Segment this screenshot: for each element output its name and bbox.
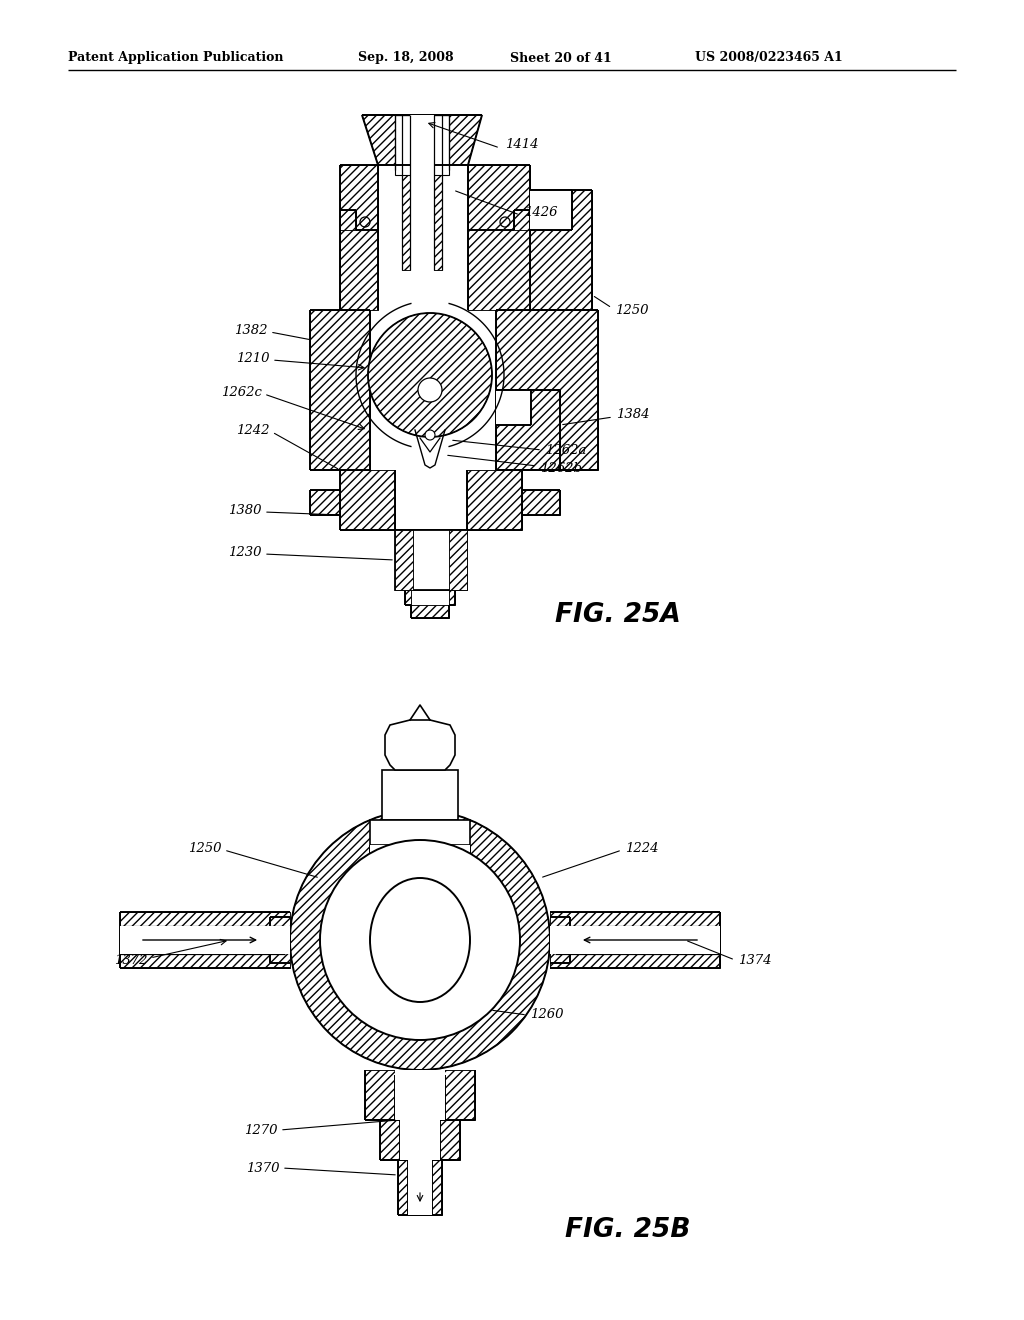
Text: 1260: 1260 — [530, 1008, 563, 1022]
Bar — [550, 927, 720, 954]
Text: 1210: 1210 — [237, 351, 270, 364]
Polygon shape — [398, 1160, 442, 1214]
Text: 1262c: 1262c — [221, 385, 262, 399]
Circle shape — [425, 430, 435, 440]
Text: FIG. 25B: FIG. 25B — [565, 1217, 690, 1243]
Polygon shape — [411, 605, 449, 618]
Bar — [395, 1071, 445, 1119]
Circle shape — [368, 313, 492, 437]
Text: US 2008/0223465 A1: US 2008/0223465 A1 — [695, 51, 843, 65]
Circle shape — [418, 378, 442, 403]
Polygon shape — [514, 210, 530, 230]
Polygon shape — [402, 115, 410, 271]
Polygon shape — [340, 210, 356, 230]
Polygon shape — [365, 1071, 475, 1119]
Polygon shape — [530, 190, 592, 310]
Text: 1242: 1242 — [237, 424, 270, 437]
Bar — [395, 531, 467, 590]
Text: Sep. 18, 2008: Sep. 18, 2008 — [358, 51, 454, 65]
Text: 1414: 1414 — [505, 139, 539, 152]
Bar — [395, 115, 449, 176]
Bar — [408, 1160, 432, 1214]
Text: Patent Application Publication: Patent Application Publication — [68, 51, 284, 65]
Circle shape — [290, 810, 550, 1071]
Polygon shape — [467, 470, 522, 531]
Polygon shape — [496, 389, 560, 470]
Polygon shape — [362, 115, 482, 165]
Polygon shape — [340, 470, 395, 531]
Polygon shape — [406, 590, 411, 605]
Bar — [400, 1119, 440, 1160]
Text: 1224: 1224 — [625, 842, 658, 854]
Bar — [496, 389, 531, 425]
Text: 1370: 1370 — [247, 1162, 280, 1175]
Bar — [382, 770, 458, 820]
Text: 1426: 1426 — [524, 206, 557, 219]
Text: 1384: 1384 — [616, 408, 649, 421]
Text: 1270: 1270 — [245, 1123, 278, 1137]
Polygon shape — [120, 912, 290, 968]
Circle shape — [319, 840, 520, 1040]
Text: 1230: 1230 — [228, 545, 262, 558]
Polygon shape — [449, 531, 467, 590]
Text: 1262b: 1262b — [540, 462, 582, 474]
Polygon shape — [340, 165, 378, 310]
Bar — [370, 820, 470, 845]
Polygon shape — [380, 1119, 460, 1160]
Polygon shape — [468, 165, 530, 310]
Text: 1262a: 1262a — [545, 444, 587, 457]
Polygon shape — [310, 310, 370, 470]
Text: 1380: 1380 — [228, 503, 262, 516]
Polygon shape — [385, 719, 455, 770]
Polygon shape — [395, 531, 413, 590]
Polygon shape — [434, 115, 442, 271]
Bar — [410, 115, 434, 215]
Polygon shape — [310, 490, 340, 515]
Text: 1250: 1250 — [188, 842, 222, 854]
Polygon shape — [522, 490, 560, 515]
Bar — [370, 845, 470, 1010]
Bar — [120, 927, 290, 954]
Text: 1382: 1382 — [234, 323, 268, 337]
Bar — [530, 190, 572, 230]
Polygon shape — [449, 590, 455, 605]
Text: FIG. 25A: FIG. 25A — [555, 602, 681, 628]
Polygon shape — [496, 310, 598, 470]
Text: 1372: 1372 — [115, 953, 148, 966]
Ellipse shape — [370, 878, 470, 1002]
Text: 1374: 1374 — [738, 953, 771, 966]
Text: Sheet 20 of 41: Sheet 20 of 41 — [510, 51, 611, 65]
Polygon shape — [550, 912, 720, 968]
Text: 1250: 1250 — [615, 304, 648, 317]
